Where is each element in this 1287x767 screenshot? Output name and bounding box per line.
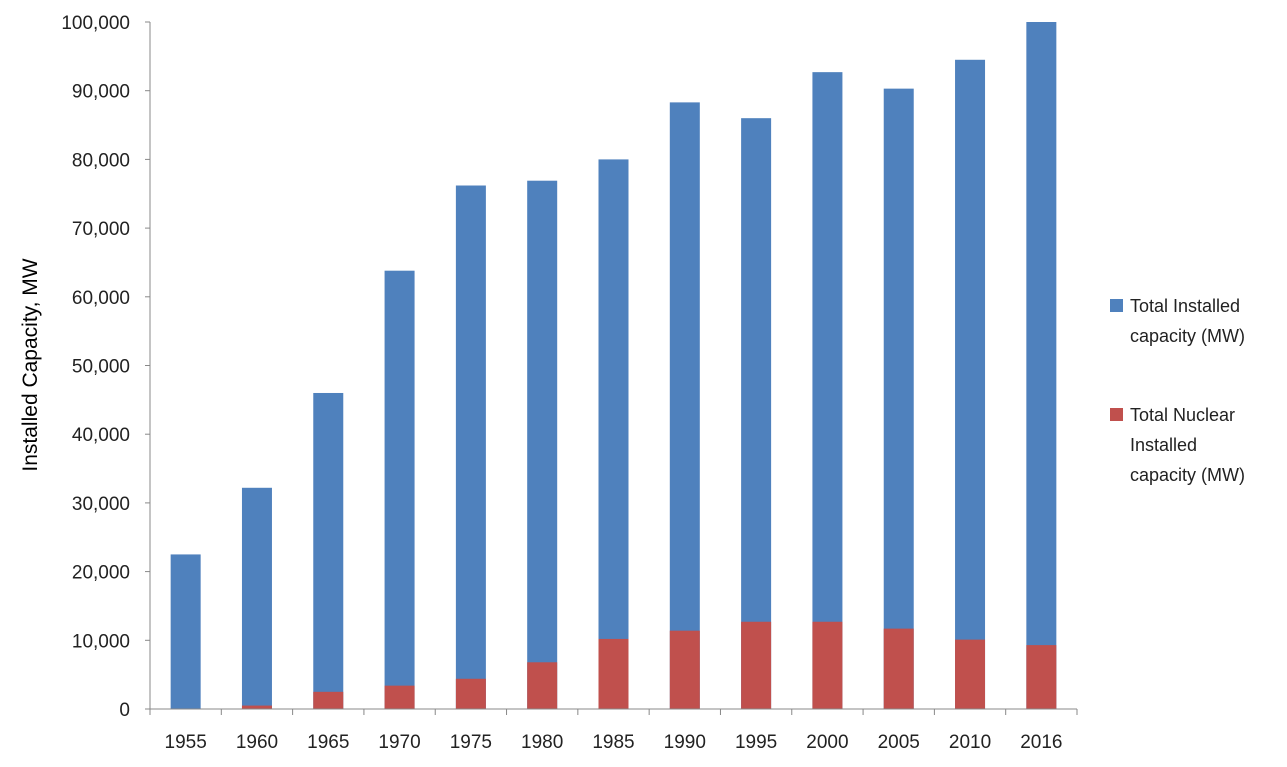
total-bar-1975: [455, 185, 486, 710]
total-bar-1960: [241, 487, 272, 709]
x-tick-label: 1955: [165, 732, 207, 753]
total-bar-1990: [669, 102, 700, 709]
nuclear-bar-2010: [955, 639, 986, 709]
y-tick-label: 70,000: [72, 219, 130, 240]
x-tick-label: 1960: [236, 732, 278, 753]
y-tick-label: 60,000: [72, 288, 130, 309]
legend-label: capacity (MW): [1130, 465, 1245, 485]
y-tick-label: 50,000: [72, 357, 130, 378]
x-tick-label: 1980: [521, 732, 563, 753]
y-tick-label: 100,000: [61, 13, 130, 34]
y-tick-label: 10,000: [72, 631, 130, 652]
nuclear-bar-2000: [812, 621, 843, 709]
total-bar-1970: [384, 270, 415, 709]
y-tick-label: 0: [119, 700, 130, 721]
legend-label: Total Installed: [1130, 296, 1240, 316]
x-tick-label: 1985: [592, 732, 634, 753]
nuclear-bar-2016: [1026, 645, 1057, 709]
nuclear-bar-1965: [313, 691, 344, 709]
x-tick-label: 2005: [878, 732, 920, 753]
total-bar-2010: [955, 59, 986, 710]
nuclear-bar-1980: [527, 662, 558, 709]
x-tick-label: 1990: [664, 732, 706, 753]
y-tick-label: 20,000: [72, 563, 130, 584]
legend-label: Installed: [1130, 435, 1197, 455]
nuclear-bar-1995: [741, 621, 772, 709]
total-bar-2005: [883, 88, 914, 710]
total-bar-1980: [527, 180, 558, 709]
x-tick-label: 1965: [307, 732, 349, 753]
legend-label: capacity (MW): [1130, 326, 1245, 346]
total-bar-1995: [741, 118, 772, 710]
legend-swatch: [1110, 408, 1123, 421]
total-bar-1955: [170, 554, 201, 709]
nuclear-bar-2005: [883, 628, 914, 709]
nuclear-bar-1985: [598, 638, 629, 709]
legend-swatch: [1110, 299, 1123, 312]
x-tick-label: 1995: [735, 732, 777, 753]
bars-layer: [170, 22, 1057, 710]
nuclear-bar-1960: [241, 705, 272, 709]
nuclear-bar-1970: [384, 685, 415, 709]
x-tick-label: 2000: [806, 732, 848, 753]
x-tick-label: 2016: [1020, 732, 1062, 753]
x-tick-label: 1970: [378, 732, 420, 753]
nuclear-bar-1975: [455, 678, 486, 709]
legend: Total Installed capacity (MW) Total Nuclea…: [1110, 296, 1245, 485]
nuclear-bar-1990: [669, 630, 700, 709]
y-tick-label: 90,000: [72, 82, 130, 103]
y-tick-label: 30,000: [72, 494, 130, 515]
x-tick-label: 2010: [949, 732, 991, 753]
total-bar-2000: [812, 72, 843, 709]
y-tick-label: 80,000: [72, 150, 130, 171]
y-axis-label: Installed Capacity, MW: [19, 258, 42, 471]
legend-label: Total Nuclear: [1130, 405, 1235, 425]
total-bar-1965: [313, 392, 344, 709]
total-bar-2016: [1026, 22, 1057, 709]
total-bar-1985: [598, 159, 629, 709]
x-tick-label: 1975: [450, 732, 492, 753]
y-tick-label: 40,000: [72, 425, 130, 446]
axes-layer: 0 10,000 20,000 30,000 40,000 50,000 60,000 70,…: [61, 13, 1078, 753]
